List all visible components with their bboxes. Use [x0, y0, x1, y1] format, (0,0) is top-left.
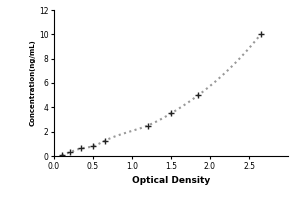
Y-axis label: Concentration(ng/mL): Concentration(ng/mL): [30, 40, 36, 126]
X-axis label: Optical Density: Optical Density: [132, 176, 210, 185]
